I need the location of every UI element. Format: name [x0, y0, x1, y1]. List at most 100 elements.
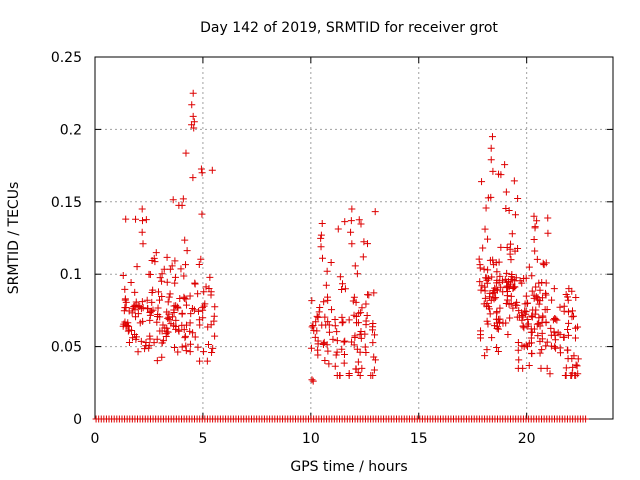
data-point [139, 304, 147, 312]
x-tick-label: 20 [518, 431, 536, 447]
data-point [325, 328, 333, 336]
data-point [179, 195, 187, 203]
data-point [341, 218, 349, 226]
data-point [154, 304, 162, 312]
data-point [572, 293, 580, 301]
data-point [487, 193, 495, 201]
data-point [360, 238, 368, 246]
data-point [541, 306, 549, 314]
data-point [369, 372, 377, 380]
data-point [128, 309, 136, 317]
data-point [484, 235, 492, 243]
data-point [546, 370, 554, 378]
data-point [495, 170, 503, 178]
data-point [362, 349, 370, 357]
data-point [484, 275, 492, 283]
data-point [174, 348, 182, 356]
data-point [501, 275, 509, 283]
data-point [189, 89, 197, 97]
data-point [550, 328, 558, 336]
data-point [489, 256, 497, 264]
data-point [166, 265, 174, 273]
data-point [151, 258, 159, 266]
data-point [156, 313, 164, 321]
data-point [336, 372, 344, 380]
data-point [522, 341, 530, 349]
data-point [339, 318, 347, 326]
data-point [564, 331, 572, 339]
data-point [532, 306, 540, 314]
data-point [354, 358, 362, 366]
data-point [318, 220, 326, 228]
data-point [137, 337, 145, 345]
data-point [359, 253, 367, 261]
data-point [165, 313, 173, 321]
data-point [508, 230, 516, 238]
data-point [170, 321, 178, 329]
data-point [543, 364, 551, 372]
data-point [208, 166, 216, 174]
data-point [320, 338, 328, 346]
data-point [141, 345, 149, 353]
data-point [338, 286, 346, 294]
data-point [178, 321, 186, 329]
data-point [536, 286, 544, 294]
data-point [348, 205, 356, 213]
data-point [369, 339, 377, 347]
data-point [194, 307, 202, 315]
data-point [358, 304, 366, 312]
data-point [511, 301, 519, 309]
data-point [363, 312, 371, 320]
data-point [542, 289, 550, 297]
data-point [489, 167, 497, 175]
data-point [168, 262, 176, 270]
data-point [543, 338, 551, 346]
data-point [488, 334, 496, 342]
data-point [210, 312, 218, 320]
data-point [539, 313, 547, 321]
y-axis: 0 0.05 0.1 0.15 0.2 0.25 [51, 50, 613, 428]
data-point [518, 279, 526, 287]
data-point [351, 262, 359, 270]
data-point [182, 347, 190, 355]
data-point [551, 343, 559, 351]
data-point [521, 300, 529, 308]
data-point [196, 357, 204, 365]
y-tick-label: 0 [73, 412, 82, 428]
x-tick-label: 0 [91, 431, 100, 447]
data-point [182, 342, 190, 350]
plot-frame [94, 56, 614, 420]
data-point [544, 214, 552, 222]
data-point [149, 306, 157, 314]
data-point [153, 318, 161, 326]
data-point [178, 310, 186, 318]
data-point [528, 272, 536, 280]
data-point [477, 327, 485, 335]
data-point [131, 288, 139, 296]
data-point [331, 315, 339, 323]
data-point [486, 310, 494, 318]
y-tick-label: 0.1 [60, 267, 82, 283]
y-tick-label: 0.05 [51, 340, 82, 356]
data-point [515, 307, 523, 315]
data-point [522, 310, 530, 318]
data-point [535, 279, 543, 287]
data-point [159, 321, 167, 329]
y-tick-label: 0.25 [51, 50, 82, 66]
data-point [143, 304, 151, 312]
data-point [364, 240, 372, 248]
data-point [501, 161, 509, 169]
data-point [514, 346, 522, 354]
data-point [197, 165, 205, 173]
data-point [514, 195, 522, 203]
data-point [487, 144, 495, 152]
data-point [564, 296, 572, 304]
data-point [362, 317, 370, 325]
data-point [132, 313, 140, 321]
x-tick-label: 5 [198, 431, 207, 447]
data-point [568, 313, 576, 321]
data-point [191, 279, 199, 287]
data-point [551, 336, 559, 344]
data-point [519, 364, 527, 372]
data-point [515, 356, 523, 364]
